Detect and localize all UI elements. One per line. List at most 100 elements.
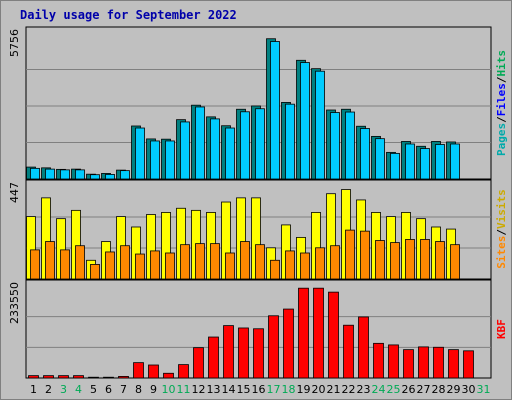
bar-sites bbox=[30, 249, 40, 280]
bar-sites bbox=[180, 244, 190, 280]
x-tick-label: 13 bbox=[207, 383, 221, 396]
bar-sites bbox=[360, 230, 370, 280]
bar-sites bbox=[315, 247, 325, 280]
x-tick-label: 19 bbox=[297, 383, 311, 396]
bar-kb-f bbox=[253, 328, 264, 379]
x-tick-label: 15 bbox=[237, 383, 251, 396]
bar-kb-f bbox=[178, 364, 189, 379]
legend-1: Pages/Files/Hits bbox=[495, 50, 508, 156]
bar-sites bbox=[195, 243, 205, 280]
bar-kb-f bbox=[148, 364, 159, 379]
x-tick-label: 24 bbox=[372, 383, 386, 396]
bar-kb-f bbox=[373, 342, 384, 379]
bar-files bbox=[90, 174, 100, 180]
bar-kb-f bbox=[403, 349, 414, 379]
bar-kb-f bbox=[463, 350, 474, 379]
bar-sites bbox=[330, 245, 340, 280]
bar-files bbox=[135, 127, 145, 180]
bar-files bbox=[300, 62, 310, 180]
x-tick-label: 27 bbox=[417, 383, 431, 396]
bar-kb-f bbox=[193, 347, 204, 379]
x-tick-label: 17 bbox=[267, 383, 281, 396]
bar-kb-f bbox=[223, 325, 234, 379]
bar-kb-f bbox=[268, 315, 279, 379]
y-max-label: 447 bbox=[8, 182, 21, 203]
bar-files bbox=[240, 111, 250, 180]
bar-kb-f bbox=[388, 344, 399, 379]
bar-sites bbox=[135, 253, 145, 280]
x-tick-label: 1 bbox=[30, 383, 37, 396]
legend-entry: Files bbox=[495, 83, 508, 116]
x-tick-label: 20 bbox=[312, 383, 326, 396]
bar-sites bbox=[420, 239, 430, 280]
legend-entry: Hits bbox=[495, 50, 508, 77]
x-tick-label: 28 bbox=[432, 383, 446, 396]
bar-sites bbox=[120, 245, 130, 280]
bar-sites bbox=[300, 252, 310, 280]
x-tick-label: 14 bbox=[222, 383, 236, 396]
x-tick-label: 6 bbox=[105, 383, 112, 396]
bar-kb-f bbox=[358, 316, 369, 379]
bar-kb-f bbox=[58, 375, 69, 379]
bar-sites bbox=[45, 241, 55, 280]
x-tick-label: 18 bbox=[282, 383, 296, 396]
bar-files bbox=[360, 128, 370, 180]
bar-kb-f bbox=[328, 291, 339, 379]
bar-files bbox=[120, 170, 130, 180]
y-max-label: 5756 bbox=[8, 29, 21, 57]
legend-entry: / bbox=[495, 76, 508, 83]
bar-kb-f bbox=[118, 376, 129, 379]
bar-files bbox=[390, 152, 400, 180]
bar-kb-f bbox=[163, 372, 174, 379]
bar-kb-f bbox=[133, 362, 144, 379]
bar-kb-f bbox=[298, 287, 309, 379]
bar-files bbox=[180, 121, 190, 180]
bar-sites bbox=[375, 240, 385, 280]
x-tick-label: 25 bbox=[387, 383, 401, 396]
bar-files bbox=[315, 70, 325, 180]
bar-kb-f bbox=[208, 336, 219, 379]
bar-files bbox=[450, 143, 460, 180]
x-tick-label: 21 bbox=[327, 383, 341, 396]
bar-kb-f bbox=[103, 376, 114, 379]
bar-kb-f bbox=[88, 376, 99, 379]
x-tick-label: 2 bbox=[45, 383, 52, 396]
legend-3: KBF bbox=[495, 319, 508, 339]
bar-files bbox=[420, 148, 430, 180]
legend-entry: KB bbox=[495, 325, 508, 339]
bar-sites bbox=[105, 251, 115, 280]
x-tick-label: 12 bbox=[192, 383, 206, 396]
x-tick-label: 4 bbox=[75, 383, 82, 396]
bar-files bbox=[195, 106, 205, 180]
x-tick-label: 30 bbox=[462, 383, 476, 396]
x-tick-label: 9 bbox=[150, 383, 157, 396]
legend-entry: Sites bbox=[495, 236, 508, 269]
bar-files bbox=[405, 143, 415, 180]
bar-sites bbox=[405, 239, 415, 280]
bar-sites bbox=[60, 249, 70, 280]
legend-entry: F bbox=[495, 319, 508, 326]
legend-2: Sites/Visits bbox=[495, 189, 508, 269]
legend-entry: Visits bbox=[495, 189, 508, 229]
x-tick-label: 16 bbox=[252, 383, 266, 396]
bar-files bbox=[375, 138, 385, 180]
bar-files bbox=[165, 140, 175, 180]
bar-kb-f bbox=[418, 346, 429, 379]
x-tick-label: 23 bbox=[357, 383, 371, 396]
x-tick-label: 3 bbox=[60, 383, 67, 396]
bar-sites bbox=[390, 242, 400, 280]
bar-kb-f bbox=[343, 324, 354, 379]
x-tick-label: 7 bbox=[120, 383, 127, 396]
bar-sites bbox=[225, 252, 235, 280]
x-tick-label: 11 bbox=[177, 383, 191, 396]
bar-sites bbox=[435, 241, 445, 280]
bar-files bbox=[330, 112, 340, 180]
x-tick-label: 22 bbox=[342, 383, 356, 396]
bar-sites bbox=[90, 264, 100, 280]
bar-sites bbox=[165, 252, 175, 280]
bar-kb-f bbox=[433, 346, 444, 379]
bar-kb-f bbox=[313, 287, 324, 379]
bar-kb-f bbox=[73, 375, 84, 379]
